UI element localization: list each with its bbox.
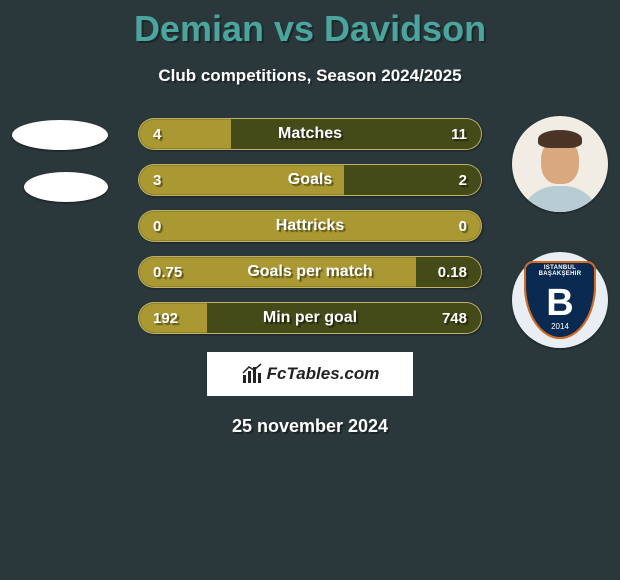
stat-left-value: 0.75 <box>153 257 182 287</box>
brand-text: FcTables.com <box>267 364 380 384</box>
stat-label: Goals per match <box>247 263 372 281</box>
brand-box: FcTables.com <box>207 352 413 396</box>
stat-label: Min per goal <box>263 309 357 327</box>
stat-left-value: 4 <box>153 119 161 149</box>
stat-left-value: 192 <box>153 303 178 333</box>
stat-row-matches: 4 Matches 11 <box>138 118 482 150</box>
page-title: Demian vs Davidson <box>0 0 620 50</box>
stat-right-value: 748 <box>442 303 467 333</box>
stat-right-value: 2 <box>459 165 467 195</box>
stat-right-value: 0.18 <box>438 257 467 287</box>
stats-area: 4 Matches 11 3 Goals 2 0 Hattricks 0 0.7… <box>0 118 620 334</box>
stat-left-value: 3 <box>153 165 161 195</box>
stat-row-mpg: 192 Min per goal 748 <box>138 302 482 334</box>
page-subtitle: Club competitions, Season 2024/2025 <box>0 66 620 86</box>
stat-fill <box>231 119 481 149</box>
stat-label: Matches <box>278 125 342 143</box>
stat-right-value: 11 <box>451 119 467 149</box>
stat-left-value: 0 <box>153 211 161 241</box>
stat-label: Hattricks <box>276 217 344 235</box>
stat-row-goals: 3 Goals 2 <box>138 164 482 196</box>
stat-row-hattricks: 0 Hattricks 0 <box>138 210 482 242</box>
stat-right-value: 0 <box>459 211 467 241</box>
footer-date: 25 november 2024 <box>0 416 620 437</box>
chart-icon <box>241 363 263 385</box>
stat-row-gpm: 0.75 Goals per match 0.18 <box>138 256 482 288</box>
stat-label: Goals <box>288 171 332 189</box>
